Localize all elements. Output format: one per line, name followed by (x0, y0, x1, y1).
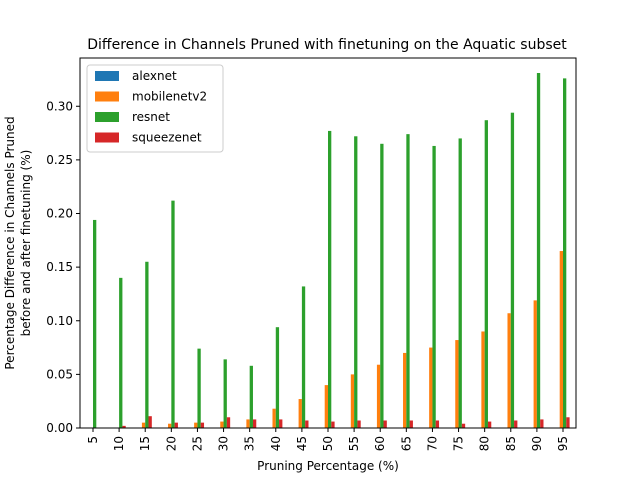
bar-resnet-10 (119, 277, 123, 428)
y-axis-title: Percentage Difference in Channels Pruned… (3, 116, 33, 369)
bar-squeezenet-70 (435, 420, 440, 428)
bar-mobilenetv2-65 (403, 352, 407, 428)
legend-label-mobilenetv2: mobilenetv2 (132, 90, 207, 104)
x-axis-title: Pruning Percentage (%) (257, 459, 399, 473)
x-tick-label: 85 (504, 436, 518, 451)
x-tick-label: 50 (321, 436, 335, 451)
legend: alexnet mobilenetv2 resnet squeezenet (86, 64, 224, 153)
bar-squeezenet-45 (305, 420, 309, 428)
bar-squeezenet-35 (252, 419, 257, 428)
bar-resnet-5 (93, 219, 97, 428)
legend-frame (86, 64, 224, 153)
bar-mobilenetv2-55 (350, 374, 355, 428)
bar-squeezenet-40 (279, 419, 283, 428)
bar-squeezenet-95 (566, 417, 570, 428)
x-tick-label: 65 (399, 436, 413, 451)
x-tick-label: 10 (112, 436, 126, 451)
bar-resnet-80 (484, 120, 488, 428)
bar-mobilenetv2-90 (533, 300, 537, 428)
chart-title: Difference in Channels Pruned with finet… (87, 37, 567, 53)
bar-squeezenet-30 (226, 417, 231, 428)
bar-mobilenetv2-40 (272, 408, 276, 428)
bar-resnet-95 (563, 78, 567, 428)
y-tick-label: 0.25 (46, 153, 73, 167)
bar-resnet-20 (171, 200, 175, 428)
x-tick-label: 5 (86, 436, 100, 444)
x-tick-label: 95 (556, 436, 570, 451)
bar-squeezenet-65 (409, 420, 413, 428)
x-tick-label: 90 (530, 436, 544, 451)
y-tick-label: 0.20 (46, 207, 73, 221)
bar-mobilenetv2-15 (141, 422, 146, 428)
x-tick-label: 60 (373, 436, 387, 451)
y-tick-label: 0.15 (46, 260, 73, 274)
bar-squeezenet-15 (148, 416, 152, 428)
bar-squeezenet-85 (514, 420, 518, 428)
legend-swatch-squeezenet (95, 132, 119, 143)
bar-mobilenetv2-25 (194, 422, 198, 428)
bar-resnet-85 (510, 112, 515, 428)
bar-resnet-65 (406, 134, 410, 428)
bar-resnet-60 (380, 143, 384, 429)
legend-swatch-resnet (95, 112, 119, 122)
bar-squeezenet-90 (540, 419, 544, 428)
bar-squeezenet-80 (487, 421, 492, 428)
legend-label-alexnet: alexnet (132, 69, 177, 83)
x-tick-label: 45 (295, 436, 309, 451)
bar-resnet-30 (223, 359, 227, 428)
y-axis-title-line-2: before and after finetuning (%) (19, 150, 33, 337)
bar-squeezenet-20 (174, 422, 178, 428)
legend-label-squeezenet: squeezenet (132, 131, 202, 145)
bar-mobilenetv2-35 (246, 419, 250, 428)
bar-mobilenetv2-85 (507, 313, 511, 428)
bar-mobilenetv2-60 (376, 364, 381, 428)
bar-resnet-55 (354, 136, 358, 429)
bar-squeezenet-10 (122, 425, 126, 428)
bar-squeezenet-50 (331, 421, 335, 428)
bar-mobilenetv2-75 (455, 340, 459, 428)
bar-mobilenetv2-80 (481, 331, 485, 428)
x-tick-label: 30 (217, 436, 231, 451)
bar-resnet-40 (275, 327, 280, 428)
x-tick-label: 35 (243, 436, 257, 451)
bar-resnet-90 (536, 73, 541, 428)
bar-mobilenetv2-50 (324, 385, 328, 428)
bar-squeezenet-60 (383, 420, 387, 428)
x-tick-label: 20 (164, 436, 178, 451)
x-tick-label: 55 (347, 436, 361, 451)
legend-swatch-alexnet (95, 71, 119, 81)
bar-resnet-25 (197, 348, 201, 428)
y-tick-label: 0.00 (46, 421, 73, 435)
bar-mobilenetv2-20 (168, 423, 172, 428)
x-tick-label: 70 (425, 436, 439, 451)
bar-resnet-50 (328, 130, 332, 428)
bar-squeezenet-55 (357, 420, 361, 428)
bar-mobilenetv2-70 (429, 347, 433, 428)
bar-resnet-75 (458, 138, 462, 428)
y-tick-label: 0.10 (46, 314, 73, 328)
bar-squeezenet-75 (461, 423, 466, 428)
x-tick-label: 15 (138, 436, 152, 451)
y-axis-title-line-1: Percentage Difference in Channels Pruned (3, 116, 17, 369)
y-axis: 0.00 0.05 0.10 0.15 0.20 0.25 0.30 (46, 99, 80, 435)
bar-resnet-15 (145, 261, 149, 428)
legend-label-resnet: resnet (132, 110, 170, 124)
bar-mobilenetv2-95 (559, 251, 563, 428)
bar-squeezenet-25 (200, 422, 205, 428)
x-tick-label: 25 (190, 436, 204, 451)
y-tick-label: 0.30 (46, 99, 73, 113)
bar-mobilenetv2-30 (220, 421, 224, 428)
x-tick-label: 40 (269, 436, 283, 451)
bar-resnet-35 (249, 365, 253, 428)
bar-mobilenetv2-45 (298, 399, 302, 428)
bars-layer (93, 73, 570, 429)
x-tick-label: 80 (478, 436, 492, 451)
bar-resnet-70 (432, 145, 436, 428)
x-axis: 5 10 15 20 25 30 35 40 45 50 55 60 65 70 75 80 85 90 95 (86, 428, 570, 451)
x-tick-label: 75 (452, 436, 466, 451)
bar-resnet-45 (301, 286, 306, 428)
y-tick-label: 0.05 (46, 367, 73, 381)
legend-swatch-mobilenetv2 (95, 91, 119, 102)
